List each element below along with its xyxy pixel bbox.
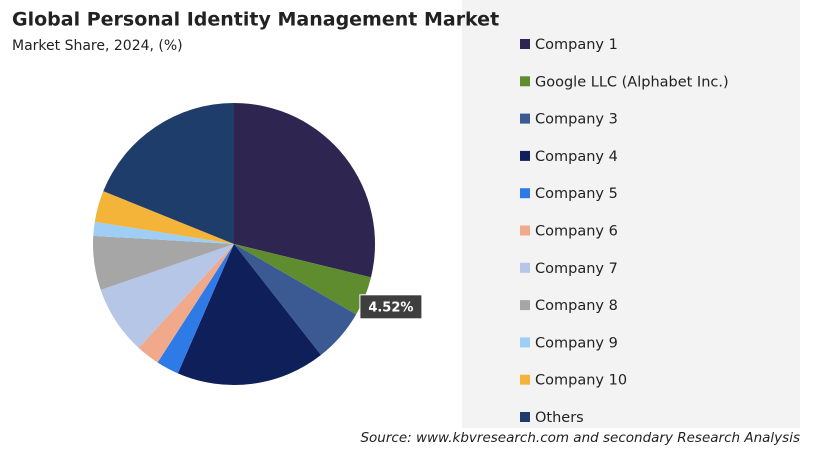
pie-slice <box>157 244 234 374</box>
pie-slice <box>103 102 234 244</box>
data-label: 4.52% <box>368 300 413 315</box>
data-label-box <box>359 294 423 320</box>
legend-swatch <box>520 150 530 161</box>
pie-slice <box>100 244 234 348</box>
pie-slice <box>234 103 375 278</box>
legend-swatch <box>520 113 530 124</box>
legend-swatch <box>520 412 530 422</box>
legend-swatch <box>520 76 530 87</box>
legend-label: Company 3 <box>535 112 618 128</box>
pie-slice <box>234 244 357 355</box>
pie-slice <box>93 221 234 244</box>
chart-title: Global Personal Identity Management Mark… <box>12 9 499 31</box>
legend-swatch <box>520 39 530 49</box>
legend-swatch <box>520 300 530 311</box>
legend-label: Company 6 <box>535 224 618 240</box>
legend-label: Company 4 <box>535 149 618 165</box>
legend-label: Company 9 <box>535 335 618 351</box>
legend-swatch <box>520 337 530 348</box>
legend-swatch <box>520 188 530 199</box>
legend-label: Company 7 <box>535 261 618 277</box>
legend-label: Company 10 <box>535 373 627 389</box>
legend-label: Company 1 <box>535 37 618 53</box>
pie-slice <box>234 244 372 315</box>
legend-swatch <box>520 262 530 273</box>
pie-slice <box>93 235 234 290</box>
legend-panel <box>462 0 800 428</box>
pie-slice <box>94 191 235 244</box>
legend-swatch <box>520 225 530 236</box>
source-note: Source: www.kbvresearch.com and secondar… <box>360 430 800 446</box>
chart-subtitle: Market Share, 2024, (%) <box>12 38 183 54</box>
pie-slice <box>177 244 321 385</box>
pie-slice <box>138 244 234 363</box>
legend-label: Google LLC (Alphabet Inc.) <box>535 74 729 90</box>
legend-swatch <box>520 374 530 385</box>
legend-label: Company 5 <box>535 186 618 202</box>
legend-label: Others <box>535 410 584 426</box>
legend-label: Company 8 <box>535 298 618 314</box>
